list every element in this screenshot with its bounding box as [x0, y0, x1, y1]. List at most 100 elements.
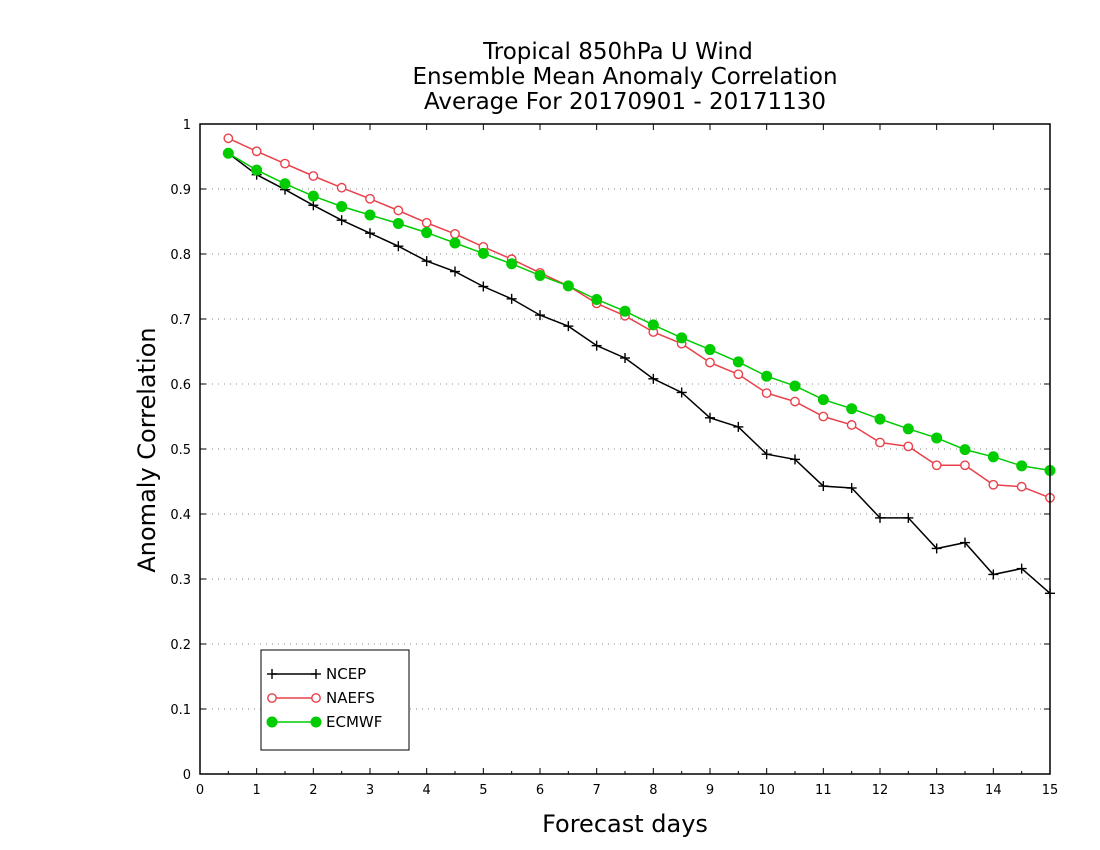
data-point-ecmwf	[619, 305, 631, 317]
legend-label-ncep: NCEP	[326, 665, 366, 683]
x-tick-label: 10	[758, 783, 775, 798]
data-point-ncep	[450, 266, 460, 277]
x-tick-label: 14	[985, 783, 1002, 798]
y-tick-label: 0.9	[170, 183, 191, 198]
y-tick-label: 1	[183, 118, 191, 133]
legend-item-ecmwf: ECMWF	[266, 713, 382, 731]
data-point-ecmwf	[421, 227, 433, 239]
data-point-ecmwf	[562, 280, 574, 292]
data-point-ecmwf	[449, 237, 461, 249]
data-point-ecmwf	[222, 147, 234, 159]
data-point-naefs	[846, 420, 857, 430]
data-point-naefs	[393, 205, 404, 216]
data-point-ncep	[761, 449, 772, 460]
data-point-ecmwf	[846, 403, 858, 415]
data-point-ecmwf	[874, 413, 886, 425]
x-tick-label: 15	[1042, 783, 1059, 798]
x-tick-label: 0	[196, 783, 204, 798]
data-point-ecmwf	[307, 190, 319, 202]
y-tick-label: 0.6	[170, 378, 191, 393]
data-point-ecmwf	[364, 209, 376, 221]
data-point-ecmwf	[959, 444, 971, 456]
data-point-naefs	[931, 460, 942, 471]
data-point-ncep	[365, 228, 375, 239]
legend-marker-naefs	[267, 693, 277, 703]
data-point-ecmwf	[534, 269, 546, 281]
data-point-ecmwf	[392, 217, 404, 229]
legend-marker-ncep	[311, 669, 321, 679]
data-point-naefs	[790, 396, 800, 407]
legend-label-naefs: NAEFS	[326, 689, 375, 707]
data-point-ncep	[733, 421, 744, 432]
data-point-ecmwf	[761, 370, 773, 382]
data-point-naefs	[988, 479, 999, 490]
data-point-ncep	[421, 256, 432, 267]
x-tick-label: 9	[706, 783, 714, 798]
data-point-ecmwf	[987, 451, 999, 463]
x-tick-label: 11	[815, 783, 832, 798]
x-tick-label: 1	[253, 783, 261, 798]
data-point-ncep	[818, 481, 829, 492]
legend-item-ncep: NCEP	[267, 665, 366, 683]
grid-lines	[200, 188, 1050, 710]
data-point-ecmwf	[591, 294, 603, 305]
legend-item-naefs: NAEFS	[267, 689, 375, 707]
legend-box	[260, 649, 410, 751]
x-tick-label: 12	[872, 783, 889, 798]
data-point-ecmwf	[506, 258, 518, 270]
y-tick-label: 0.2	[170, 638, 191, 653]
data-point-naefs	[733, 369, 744, 380]
series-ncep	[223, 148, 1055, 599]
chart-title-line-2: Ensemble Mean Anomaly Correlation	[412, 64, 837, 90]
data-point-ncep	[960, 537, 970, 548]
data-point-ncep	[988, 569, 999, 580]
data-point-naefs	[251, 146, 262, 157]
x-tick-label: 6	[536, 783, 544, 798]
data-point-naefs	[421, 217, 432, 228]
data-point-naefs	[223, 133, 234, 144]
data-point-naefs	[280, 158, 290, 169]
data-point-naefs	[705, 357, 715, 368]
legend-label-ecmwf: ECMWF	[326, 713, 382, 731]
series-line-naefs	[227, 137, 1051, 499]
data-point-naefs	[960, 460, 970, 471]
data-point-ncep	[393, 241, 404, 252]
data-point-ecmwf	[279, 178, 291, 190]
data-point-ncep	[506, 293, 517, 304]
legend-marker-ecmwf	[310, 716, 322, 728]
data-point-ecmwf	[902, 423, 914, 435]
data-point-naefs	[450, 228, 460, 239]
legend-marker-ecmwf	[266, 716, 278, 728]
data-point-naefs	[875, 437, 885, 448]
series-line-ecmwf	[227, 152, 1051, 472]
series-naefs	[223, 133, 1055, 503]
chart-title-line-1: Tropical 850hPa U Wind	[482, 39, 753, 65]
data-point-ncep	[903, 512, 914, 523]
x-tick-label: 13	[928, 783, 945, 798]
data-point-ecmwf	[647, 319, 659, 331]
data-point-ncep	[676, 387, 687, 398]
data-point-ecmwf	[336, 201, 348, 213]
x-tick-label: 7	[593, 783, 601, 798]
x-tick-label: 8	[649, 783, 657, 798]
data-point-ncep	[648, 373, 659, 384]
chart-title: Tropical 850hPa U Wind Ensemble Mean Ano…	[412, 39, 837, 115]
y-tick-label: 0.3	[170, 573, 191, 588]
series-line-ncep	[227, 152, 1051, 594]
data-point-ncep	[308, 200, 319, 211]
x-tick-label: 5	[479, 783, 487, 798]
data-point-ecmwf	[789, 380, 801, 392]
data-point-ecmwf	[676, 332, 688, 344]
data-point-ncep	[875, 512, 885, 523]
legend-marker-ncep	[267, 669, 277, 679]
x-tick-label: 4	[423, 783, 431, 798]
data-point-ecmwf	[704, 344, 716, 356]
data-point-ncep	[478, 281, 489, 292]
data-point-ecmwf	[732, 356, 744, 368]
x-tick-label: 2	[309, 783, 317, 798]
data-point-naefs	[1016, 481, 1027, 492]
chart-title-line-3: Average For 20170901 - 20171130	[424, 89, 826, 115]
plot-area-frame	[199, 123, 1051, 775]
data-point-ncep	[591, 340, 602, 351]
data-point-ncep	[790, 454, 800, 465]
